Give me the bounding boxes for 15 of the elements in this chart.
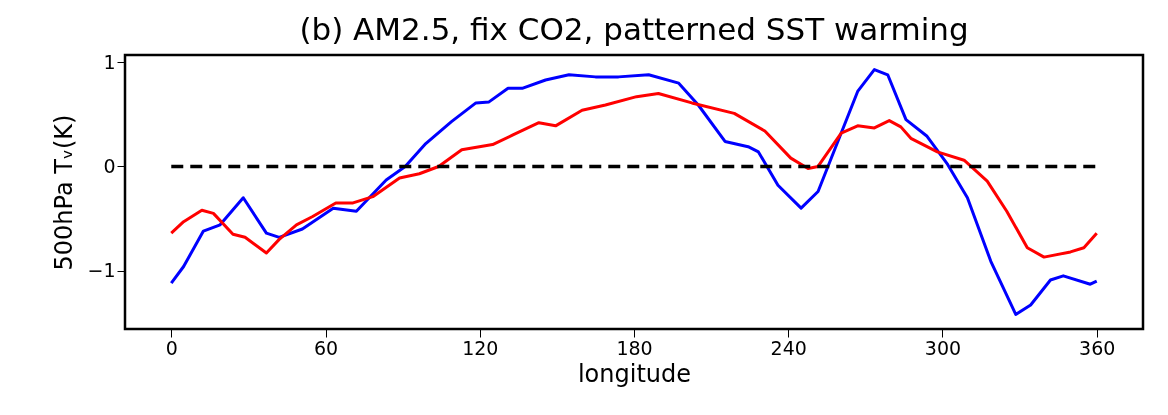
chart-title: (b) AM2.5, fix CO2, patterned SST warming bbox=[299, 11, 969, 48]
x-tick-label: 360 bbox=[1079, 336, 1116, 359]
x-tick-label: 60 bbox=[313, 336, 339, 359]
x-tick-label: 120 bbox=[462, 336, 499, 359]
x-tick-label: 240 bbox=[770, 336, 807, 359]
y-tick-label: 1 bbox=[103, 50, 116, 73]
y-axis-title: 500hPa Tᵥ(K) bbox=[50, 114, 79, 271]
x-axis-title: longitude bbox=[577, 359, 692, 388]
line-series bbox=[169, 68, 1099, 316]
x-tick-label: 300 bbox=[924, 336, 962, 359]
x-tick-label: 0 bbox=[165, 336, 178, 359]
line-series bbox=[169, 92, 1099, 259]
y-tick-label: −1 bbox=[87, 259, 116, 282]
x-tick-label: 180 bbox=[616, 336, 653, 359]
y-tick-label: 0 bbox=[103, 154, 116, 177]
